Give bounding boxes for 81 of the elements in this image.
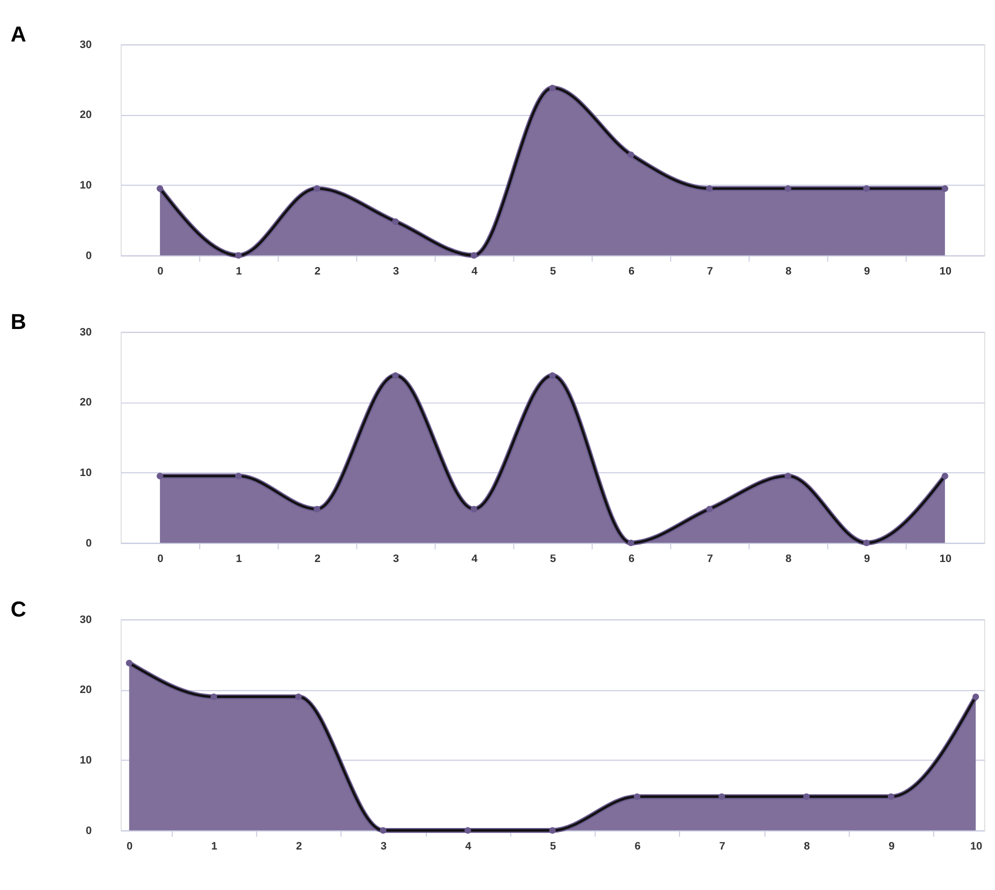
chart-title: B [10, 308, 26, 334]
point [126, 660, 132, 666]
x-tick-label: 10 [970, 840, 982, 853]
x-tick-label: 6 [628, 266, 634, 278]
y-tick-label: 0 [86, 537, 92, 550]
x-tick-label: 0 [157, 553, 164, 566]
point [156, 185, 164, 192]
point [549, 827, 556, 834]
y-tick-label: 0 [86, 250, 92, 262]
point [634, 793, 640, 800]
point [942, 185, 948, 192]
y-tick-label: 20 [80, 684, 92, 696]
x-tick-label: 7 [719, 840, 726, 853]
point [295, 694, 302, 700]
point [549, 372, 556, 379]
y-tick-label: 30 [80, 614, 92, 626]
x-tick-label: 10 [939, 553, 952, 566]
x-tick-label: 6 [628, 553, 634, 566]
x-tick-label: 7 [706, 266, 713, 278]
x-tick-label: 5 [550, 840, 556, 853]
x-tick-label: 2 [314, 266, 320, 278]
x-tick-label: 8 [804, 840, 810, 853]
x-tick-label: 6 [634, 840, 641, 853]
point [470, 506, 478, 512]
x-tick-label: 0 [157, 266, 164, 278]
point [628, 152, 634, 158]
y-tick-label: 0 [86, 824, 92, 837]
point [942, 472, 948, 480]
x-tick-label: 4 [471, 266, 478, 278]
point [464, 827, 472, 834]
point [380, 827, 386, 834]
point [803, 793, 810, 800]
point [863, 185, 870, 192]
x-tick-label: 9 [888, 840, 895, 853]
point [784, 472, 792, 480]
y-tick-label: 20 [80, 109, 92, 122]
x-tick-label: 2 [296, 840, 302, 853]
chart-title: C [10, 596, 26, 622]
y-tick-label: 20 [80, 396, 92, 409]
point [628, 540, 634, 546]
point [314, 185, 320, 192]
x-tick-label: 4 [471, 553, 478, 566]
x-tick-label: 0 [126, 840, 133, 853]
x-tick-label: 5 [550, 266, 556, 278]
x-tick-label: 3 [392, 553, 399, 566]
point [706, 185, 713, 192]
x-tick-label: 8 [785, 266, 792, 278]
x-tick-label: 9 [864, 266, 870, 278]
point [235, 252, 242, 259]
point [470, 252, 478, 259]
point [392, 218, 399, 225]
y-tick-label: 10 [80, 754, 92, 767]
point [392, 372, 399, 379]
x-tick-label: 8 [785, 553, 792, 566]
chart-title: A [10, 21, 27, 46]
point [156, 472, 164, 480]
point [718, 793, 726, 800]
point [314, 506, 320, 512]
y-tick-label: 30 [80, 38, 92, 51]
y-tick-label: 30 [80, 326, 92, 338]
y-tick-label: 10 [80, 179, 92, 192]
x-tick-label: 4 [465, 840, 472, 853]
point [888, 793, 894, 800]
point [235, 472, 242, 480]
y-tick-label: 10 [80, 467, 92, 480]
point [549, 84, 556, 92]
x-tick-label: 7 [706, 553, 713, 566]
x-tick-label: 3 [392, 266, 399, 278]
point [863, 540, 870, 546]
point [706, 506, 713, 512]
x-tick-label: 9 [864, 553, 870, 566]
x-tick-label: 10 [939, 266, 952, 278]
point [784, 185, 792, 192]
x-tick-label: 1 [211, 840, 218, 853]
x-tick-label: 5 [550, 553, 556, 566]
x-tick-label: 1 [236, 266, 242, 278]
x-tick-label: 2 [314, 553, 320, 566]
point [210, 694, 218, 700]
x-tick-label: 1 [236, 553, 242, 566]
x-tick-label: 3 [380, 840, 387, 853]
point [972, 694, 980, 700]
